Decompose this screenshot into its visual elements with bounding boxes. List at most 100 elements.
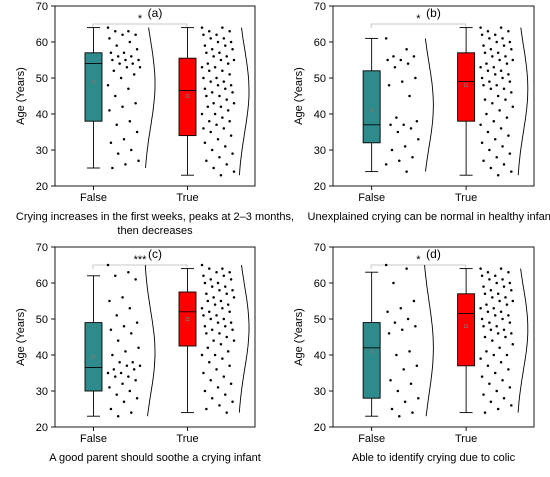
data-point [134, 101, 137, 105]
data-point [392, 55, 395, 58]
data-point [222, 127, 226, 130]
data-point [138, 65, 142, 69]
data-point [212, 55, 215, 58]
data-point [121, 33, 124, 37]
significance-bracket [92, 264, 188, 269]
data-point [510, 332, 513, 335]
data-point [121, 105, 124, 109]
panel-label: (a) [148, 6, 163, 20]
data-point [502, 328, 506, 332]
data-point [224, 393, 227, 396]
data-point [505, 62, 509, 65]
data-point [392, 281, 395, 285]
data-point [128, 40, 132, 44]
mean-marker [185, 94, 190, 98]
data-point [229, 382, 233, 386]
data-point [135, 47, 139, 51]
box-false [84, 322, 103, 392]
data-point [216, 40, 220, 44]
data-point [215, 76, 218, 80]
data-point [212, 296, 215, 299]
data-point [106, 263, 110, 267]
data-point [203, 389, 207, 393]
data-point [122, 137, 126, 141]
mean-marker [464, 324, 468, 328]
mean-marker [369, 349, 374, 354]
data-point [499, 267, 503, 270]
data-point [489, 400, 493, 404]
data-point [224, 324, 227, 328]
data-point [504, 55, 507, 58]
data-point [479, 357, 482, 360]
data-point [208, 310, 211, 314]
data-point [225, 411, 228, 414]
data-point [210, 285, 214, 288]
box-false [362, 322, 381, 399]
data-point [495, 281, 498, 285]
significance-bracket [92, 23, 188, 28]
data-point [128, 119, 132, 123]
data-point [222, 317, 226, 321]
data-point [387, 332, 391, 335]
data-point [108, 109, 111, 112]
data-point [405, 170, 408, 173]
normal-curve [238, 264, 250, 413]
data-point [231, 400, 234, 404]
data-point [119, 76, 123, 80]
data-point [501, 378, 504, 382]
data-point [408, 350, 411, 353]
data-point [496, 332, 500, 335]
data-point [205, 51, 208, 55]
data-point [493, 73, 497, 76]
x-axis-label: then decreases [117, 225, 193, 237]
data-point [128, 389, 132, 393]
data-point [482, 83, 485, 87]
data-point [225, 292, 228, 296]
data-point [210, 396, 214, 400]
data-point [121, 382, 124, 386]
data-point [200, 263, 204, 267]
data-point [482, 324, 485, 328]
data-point [495, 324, 498, 328]
data-point [231, 91, 234, 94]
data-point [222, 274, 226, 278]
panel-label: (d) [426, 247, 441, 261]
data-point [232, 101, 236, 105]
data-point [495, 389, 498, 393]
data-point [485, 303, 488, 306]
data-point [122, 324, 126, 328]
data-point [414, 324, 417, 328]
data-point [106, 26, 110, 29]
data-point [496, 51, 500, 55]
data-point [486, 270, 490, 274]
data-point [216, 321, 220, 324]
data-point [206, 105, 210, 109]
data-point [226, 62, 230, 65]
data-point [403, 145, 407, 148]
data-point [384, 263, 388, 267]
data-point [480, 274, 484, 278]
data-point [505, 303, 509, 306]
x-tick-label: True [455, 433, 477, 445]
x-axis-label: Crying increases in the first weeks, pea… [16, 211, 294, 223]
panel-b: 20 30 40 50 60 70 Age (Years) (b) Unexplained cr… [293, 1, 550, 223]
data-point [403, 400, 407, 404]
data-point [222, 375, 226, 378]
data-point [498, 299, 501, 303]
data-point [203, 141, 207, 145]
data-point [510, 288, 513, 292]
data-point [491, 339, 494, 342]
y-axis-label: Age (Years) [293, 308, 305, 366]
data-point [482, 159, 485, 163]
data-point [390, 148, 394, 152]
data-point [202, 371, 205, 375]
data-point [209, 317, 212, 321]
data-point [505, 116, 509, 119]
data-point [219, 58, 223, 62]
normal-curve [144, 264, 156, 417]
data-point [386, 310, 389, 314]
significance-label: * [416, 254, 421, 266]
data-point [218, 332, 221, 335]
data-point [215, 368, 218, 371]
box-true [457, 52, 476, 122]
